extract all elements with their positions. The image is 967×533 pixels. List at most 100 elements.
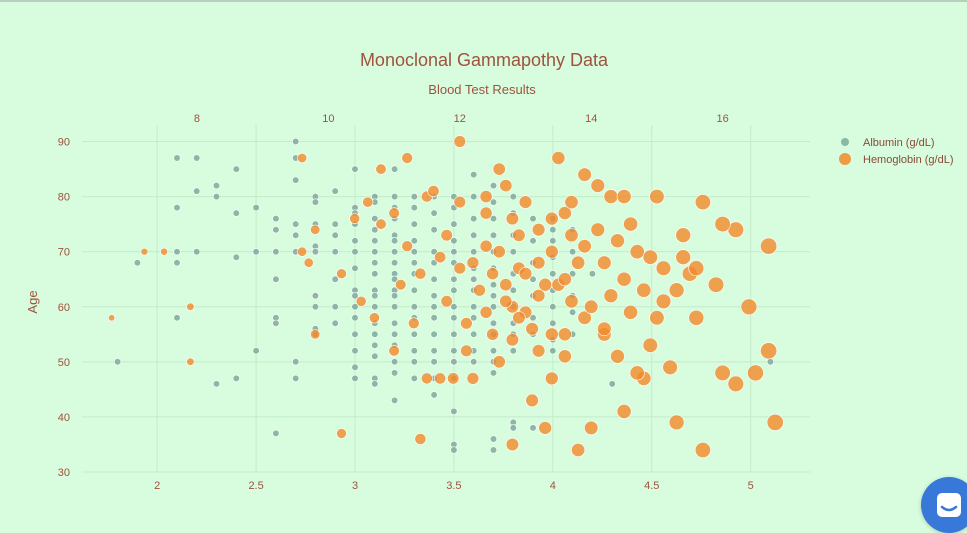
- data-point[interactable]: [489, 215, 498, 223]
- data-point[interactable]: [470, 231, 478, 239]
- data-point[interactable]: [450, 303, 458, 311]
- data-point[interactable]: [694, 441, 711, 458]
- data-point[interactable]: [531, 289, 546, 303]
- data-point[interactable]: [470, 330, 478, 338]
- data-point[interactable]: [410, 193, 418, 201]
- data-point[interactable]: [492, 162, 506, 176]
- data-point[interactable]: [232, 165, 240, 173]
- data-point[interactable]: [272, 429, 280, 438]
- data-point[interactable]: [450, 275, 458, 283]
- data-point[interactable]: [351, 165, 359, 173]
- data-point[interactable]: [531, 344, 546, 358]
- data-point[interactable]: [232, 253, 240, 261]
- data-point[interactable]: [623, 304, 638, 320]
- data-point[interactable]: [388, 207, 400, 219]
- data-point[interactable]: [492, 245, 506, 259]
- data-point[interactable]: [571, 255, 586, 270]
- data-point[interactable]: [727, 375, 744, 393]
- data-point[interactable]: [272, 319, 280, 327]
- data-point[interactable]: [232, 209, 240, 217]
- data-point[interactable]: [173, 248, 181, 256]
- data-point[interactable]: [509, 347, 517, 355]
- data-point[interactable]: [351, 363, 359, 371]
- data-point[interactable]: [331, 303, 339, 311]
- data-point[interactable]: [616, 403, 632, 419]
- data-point[interactable]: [420, 372, 433, 385]
- data-point[interactable]: [688, 309, 705, 326]
- data-point[interactable]: [292, 374, 300, 383]
- data-point[interactable]: [410, 286, 418, 294]
- data-point[interactable]: [479, 190, 493, 203]
- data-point[interactable]: [603, 288, 619, 304]
- data-point[interactable]: [391, 193, 399, 201]
- data-point[interactable]: [351, 314, 359, 322]
- data-point[interactable]: [371, 330, 379, 338]
- data-point[interactable]: [440, 229, 453, 242]
- data-point[interactable]: [292, 358, 300, 366]
- data-point[interactable]: [351, 264, 359, 272]
- data-point[interactable]: [470, 358, 478, 366]
- data-point[interactable]: [414, 267, 427, 280]
- data-point[interactable]: [430, 358, 438, 366]
- data-point[interactable]: [549, 226, 557, 234]
- data-point[interactable]: [649, 189, 665, 205]
- data-point[interactable]: [351, 248, 359, 256]
- data-point[interactable]: [297, 153, 308, 164]
- data-point[interactable]: [292, 231, 300, 239]
- data-point[interactable]: [212, 182, 221, 190]
- data-point[interactable]: [375, 163, 387, 175]
- data-point[interactable]: [538, 421, 553, 435]
- data-point[interactable]: [173, 154, 181, 162]
- data-point[interactable]: [186, 302, 195, 311]
- data-point[interactable]: [489, 369, 498, 377]
- data-point[interactable]: [430, 330, 438, 338]
- data-point[interactable]: [460, 344, 473, 357]
- data-point[interactable]: [450, 330, 458, 338]
- data-point[interactable]: [489, 319, 498, 327]
- data-point[interactable]: [577, 239, 592, 254]
- data-point[interactable]: [489, 182, 498, 190]
- data-point[interactable]: [512, 228, 526, 242]
- data-point[interactable]: [450, 407, 458, 416]
- data-point[interactable]: [603, 189, 619, 204]
- data-point[interactable]: [623, 216, 638, 232]
- data-point[interactable]: [401, 152, 414, 164]
- data-point[interactable]: [505, 437, 520, 452]
- data-point[interactable]: [232, 374, 240, 383]
- data-point[interactable]: [351, 330, 359, 338]
- data-point[interactable]: [252, 204, 260, 212]
- data-point[interactable]: [479, 206, 493, 220]
- data-point[interactable]: [668, 414, 685, 431]
- data-point[interactable]: [371, 341, 379, 349]
- data-point[interactable]: [371, 303, 379, 311]
- data-point[interactable]: [430, 275, 438, 283]
- data-point[interactable]: [714, 364, 731, 382]
- data-point[interactable]: [470, 171, 478, 179]
- data-point[interactable]: [760, 342, 778, 360]
- data-point[interactable]: [193, 248, 201, 256]
- data-point[interactable]: [479, 305, 493, 319]
- data-point[interactable]: [391, 396, 399, 405]
- data-point[interactable]: [391, 303, 399, 311]
- data-point[interactable]: [407, 317, 420, 330]
- data-point[interactable]: [430, 303, 438, 311]
- data-point[interactable]: [430, 347, 438, 355]
- data-point[interactable]: [489, 292, 498, 300]
- data-point[interactable]: [642, 337, 658, 353]
- data-point[interactable]: [688, 260, 705, 277]
- data-point[interactable]: [694, 194, 711, 211]
- data-point[interactable]: [252, 248, 260, 256]
- data-point[interactable]: [529, 237, 537, 245]
- data-point[interactable]: [499, 179, 513, 193]
- data-point[interactable]: [391, 237, 399, 245]
- data-point[interactable]: [655, 260, 672, 276]
- data-point[interactable]: [675, 227, 692, 243]
- data-point[interactable]: [489, 198, 498, 206]
- data-point[interactable]: [430, 292, 438, 300]
- data-point[interactable]: [310, 329, 321, 340]
- data-point[interactable]: [336, 268, 347, 280]
- data-point[interactable]: [371, 292, 379, 300]
- data-point[interactable]: [531, 256, 546, 270]
- data-point[interactable]: [303, 257, 314, 268]
- data-point[interactable]: [292, 220, 300, 228]
